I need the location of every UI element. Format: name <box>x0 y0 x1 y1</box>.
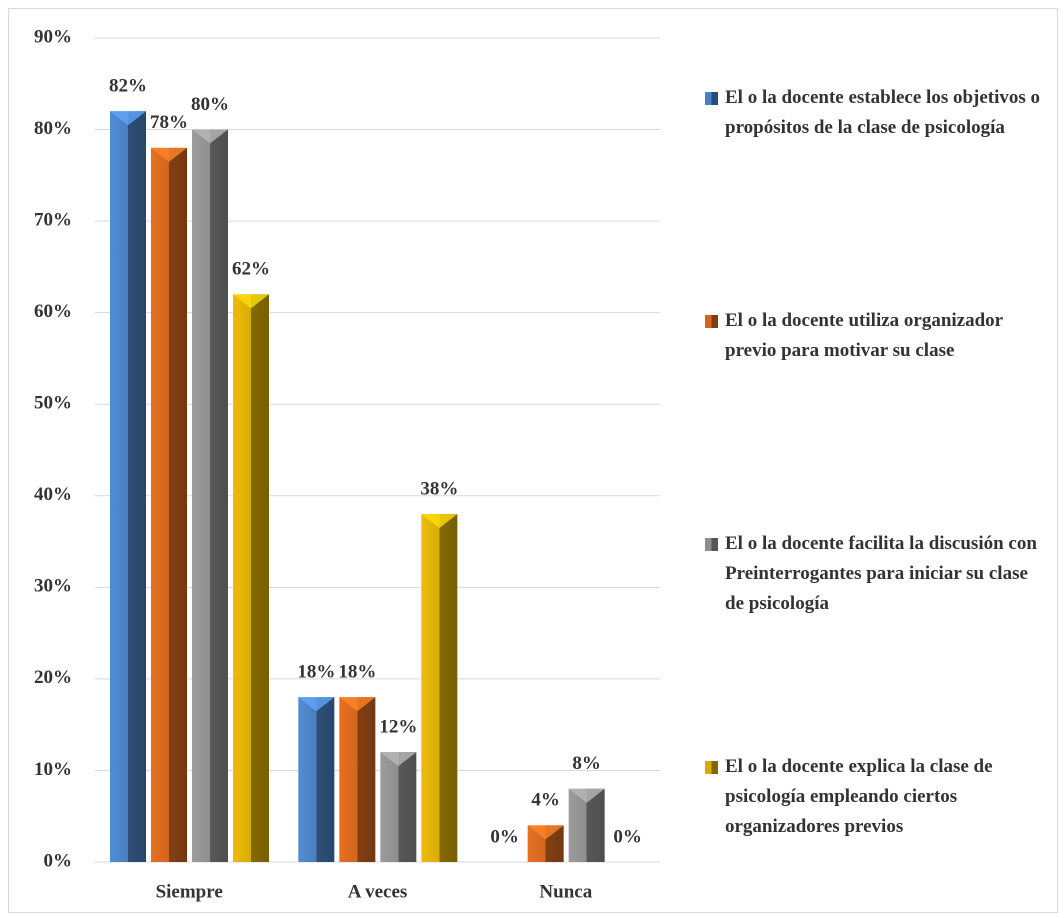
y-tick-label: 70% <box>34 209 72 230</box>
bar <box>233 294 269 862</box>
bar-cap <box>380 752 417 767</box>
chart-frame <box>8 8 1058 913</box>
bar-cap <box>527 825 564 840</box>
data-label: 12% <box>379 716 417 737</box>
data-label: 18% <box>338 662 376 683</box>
bar-cap <box>298 697 335 712</box>
data-label: 4% <box>531 790 560 811</box>
legend-swatch <box>705 761 718 774</box>
legend-swatch <box>705 315 718 328</box>
legend-item: El o la docente establece los objetivos … <box>705 83 1045 143</box>
bar-cap <box>233 294 269 309</box>
data-label: 18% <box>297 662 335 683</box>
legend-label: El o la docente explica la clase de psic… <box>725 756 993 837</box>
y-tick-label: 30% <box>34 576 72 597</box>
data-label: 82% <box>109 76 147 97</box>
bar <box>380 752 417 862</box>
legend-item: El o la docente utiliza organizador prev… <box>705 306 1045 366</box>
bar <box>151 147 187 862</box>
y-tick-label: 40% <box>34 484 72 505</box>
data-label: 38% <box>420 478 458 499</box>
legend-item: El o la docente facilita la discusión co… <box>705 529 1045 619</box>
bar-cap <box>339 697 376 712</box>
x-tick-label: Nunca <box>539 881 592 902</box>
bar-cap <box>192 129 228 144</box>
bar <box>298 697 335 862</box>
data-label: 0% <box>490 826 519 847</box>
y-tick-label: 50% <box>34 393 72 414</box>
y-tick-label: 90% <box>34 26 72 47</box>
x-tick-label: A veces <box>348 881 408 902</box>
y-tick-label: 20% <box>34 667 72 688</box>
bar-cap <box>110 111 146 126</box>
data-label: 80% <box>191 94 229 115</box>
y-tick-label: 0% <box>44 850 73 871</box>
data-label: 0% <box>613 826 642 847</box>
x-tick-label: Siempre <box>156 881 223 902</box>
legend-swatch <box>705 538 718 551</box>
legend-label: El o la docente facilita la discusión co… <box>725 533 1037 614</box>
bar-cap <box>151 147 187 162</box>
data-label: 8% <box>572 753 601 774</box>
bar-cap <box>421 514 458 529</box>
data-label: 78% <box>150 112 188 133</box>
y-tick-label: 60% <box>34 301 72 322</box>
y-tick-label: 10% <box>34 759 72 780</box>
bar <box>421 514 458 862</box>
legend-item: El o la docente explica la clase de psic… <box>705 752 1045 842</box>
bar <box>110 111 146 862</box>
bar-cap <box>568 788 605 803</box>
legend-label: El o la docente utiliza organizador prev… <box>725 310 1003 361</box>
y-tick-label: 80% <box>34 118 72 139</box>
bar <box>339 697 376 862</box>
legend-label: El o la docente establece los objetivos … <box>725 87 1041 138</box>
bar <box>192 129 228 863</box>
legend-swatch <box>705 92 718 105</box>
data-label: 62% <box>232 259 270 280</box>
